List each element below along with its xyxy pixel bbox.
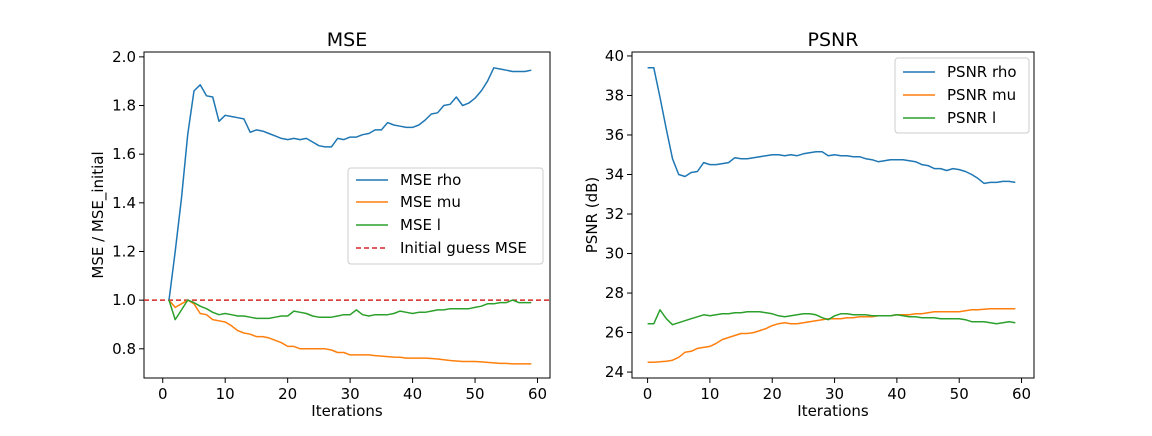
psnr-y-tick-label: 36	[605, 126, 624, 144]
psnr-y-tick-label: 34	[605, 165, 624, 183]
psnr-y-tick-label: 30	[605, 245, 624, 263]
psnr-series-line-l	[647, 309, 1016, 326]
psnr-x-tick-label: 50	[950, 385, 969, 403]
psnr-chart: PSNR Iterations PSNR (dB) 0 10 20 30 40 50 60 …	[583, 29, 1035, 420]
psnr-y-tick-label: 26	[605, 324, 624, 342]
psnr-y-tick-label: 28	[605, 284, 624, 302]
mse-y-tick-label: 2.0	[112, 48, 136, 66]
psnr-y-tick-label: 32	[605, 205, 624, 223]
psnr-axes-frame	[631, 51, 1035, 379]
psnr-x-tick-label: 40	[887, 385, 906, 403]
psnr-legend: PSNR rho PSNR mu PSNR l	[894, 57, 1030, 134]
psnr-x-tick-label: 0	[643, 385, 653, 403]
legend-label-psnr-mu: PSNR mu	[947, 86, 1016, 104]
mse-axes-frame	[143, 51, 551, 379]
mse-x-axis-label: Iterations	[311, 402, 383, 420]
psnr-title: PSNR	[808, 29, 859, 51]
psnr-y-ticks: 24 26 28 30 32 34 36 38 40	[605, 47, 632, 381]
mse-x-tick-label: 60	[528, 385, 547, 403]
mse-y-tick-label: 0.8	[112, 340, 136, 358]
mse-title: MSE	[327, 29, 367, 51]
legend-label-psnr-rho: PSNR rho	[947, 63, 1017, 81]
psnr-y-axis-label: PSNR (dB)	[583, 177, 601, 254]
mse-x-tick-label: 20	[278, 385, 297, 403]
mse-lines	[144, 67, 550, 365]
mse-x-ticks: 0 10 20 30 40 50 60	[158, 378, 547, 403]
psnr-x-tick-label: 60	[1012, 385, 1031, 403]
psnr-series-line-mu	[647, 308, 1016, 363]
mse-x-tick-label: 30	[341, 385, 360, 403]
mse-x-tick-label: 0	[158, 385, 168, 403]
mse-y-tick-label: 1.6	[112, 145, 136, 163]
legend-label-psnr-l: PSNR l	[947, 109, 996, 127]
psnr-x-ticks: 0 10 20 30 40 50 60	[643, 378, 1031, 403]
psnr-y-tick-label: 40	[605, 47, 624, 65]
mse-series-line-l	[168, 299, 532, 321]
legend-label-mse-rho: MSE rho	[400, 171, 461, 189]
psnr-y-tick-label: 38	[605, 86, 624, 104]
mse-x-tick-label: 40	[403, 385, 422, 403]
mse-chart: MSE Iterations MSE / MSE_initial 0 10 20 30…	[89, 29, 551, 420]
mse-y-tick-label: 1.8	[112, 97, 136, 115]
legend-label-initial-guess: Initial guess MSE	[400, 239, 527, 257]
legend-label-mse-mu: MSE mu	[400, 193, 461, 211]
psnr-x-tick-label: 20	[763, 385, 782, 403]
mse-y-tick-label: 1.2	[112, 242, 136, 260]
mse-series-line-mu	[168, 299, 532, 365]
psnr-y-tick-label: 24	[605, 363, 624, 381]
psnr-legend-box	[894, 57, 1030, 134]
mse-series-line-rho	[168, 67, 532, 301]
mse-x-tick-label: 50	[465, 385, 484, 403]
mse-legend-box	[347, 167, 544, 265]
psnr-x-tick-label: 30	[825, 385, 844, 403]
psnr-lines	[647, 67, 1016, 363]
psnr-series-line-rho	[647, 67, 1016, 185]
psnr-x-tick-label: 10	[700, 385, 719, 403]
psnr-x-axis-label: Iterations	[797, 402, 869, 420]
mse-x-tick-label: 10	[216, 385, 235, 403]
mse-y-tick-label: 1.0	[112, 291, 136, 309]
mse-y-axis-label: MSE / MSE_initial	[89, 151, 108, 278]
legend-label-mse-l: MSE l	[400, 216, 441, 234]
mse-legend: MSE rho MSE mu MSE l Initial guess MSE	[347, 167, 544, 265]
mse-y-ticks: 0.8 1.0 1.2 1.4 1.6 1.8 2.0	[112, 48, 144, 358]
mse-y-tick-label: 1.4	[112, 194, 136, 212]
